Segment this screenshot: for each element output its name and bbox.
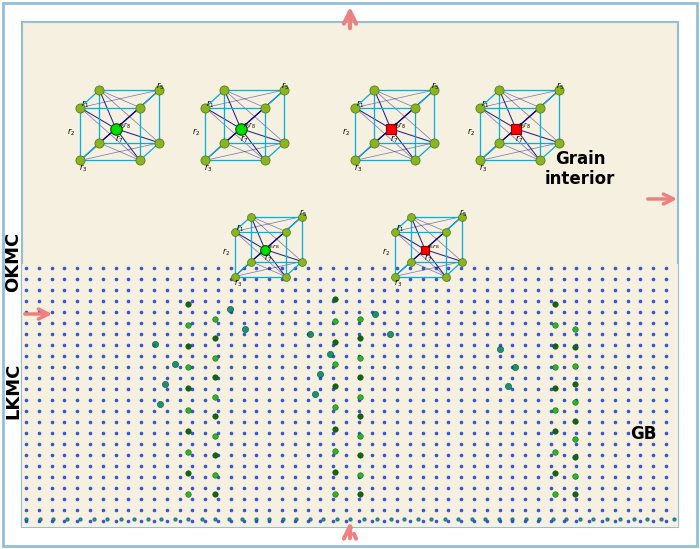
Text: $r_2$: $r_2$ [342,126,350,137]
Text: $r_7$: $r_7$ [264,252,272,264]
Text: $r_6r_8$: $r_6r_8$ [267,243,279,251]
Text: $r_6r_8$: $r_6r_8$ [518,121,531,131]
Text: $r_3$: $r_3$ [79,163,88,175]
Text: $r_6r_8$: $r_6r_8$ [243,121,256,131]
Text: $r_2$: $r_2$ [67,126,76,137]
Text: $r_1$: $r_1$ [235,222,244,234]
Text: $r_2$: $r_2$ [192,126,200,137]
Text: OKMC: OKMC [4,232,22,292]
Text: $r_3$: $r_3$ [479,163,487,175]
Text: $r_3$: $r_3$ [393,277,402,289]
Text: $r_5$: $r_5$ [556,81,565,92]
Text: $r_1$: $r_1$ [481,99,489,110]
Text: $r_3$: $r_3$ [354,163,363,175]
Text: $r_1$: $r_1$ [395,222,403,234]
Text: GB: GB [630,425,657,443]
Text: $r_5$: $r_5$ [431,81,440,92]
Text: $r_7$: $r_7$ [115,133,123,144]
Text: $r_2$: $r_2$ [467,126,475,137]
Text: $r_3$: $r_3$ [204,163,212,175]
Text: $r_6r_8$: $r_6r_8$ [118,121,131,131]
Text: $r_2$: $r_2$ [221,246,230,257]
Text: LKMC: LKMC [4,362,22,419]
Bar [22,264,678,527]
Text: $r_6r_8$: $r_6r_8$ [427,243,440,251]
Text: Grain
interior: Grain interior [545,149,615,188]
Text: $r_7$: $r_7$ [390,133,398,144]
Text: $r_6r_8$: $r_6r_8$ [393,121,406,131]
Text: $r_5$: $r_5$ [281,81,290,92]
Text: $r_7$: $r_7$ [424,252,432,264]
Text: $r_2$: $r_2$ [382,246,389,257]
Text: $r_5$: $r_5$ [156,81,164,92]
Text: $r_7$: $r_7$ [240,133,248,144]
Text: $r_1$: $r_1$ [356,99,365,110]
Text: $r_3$: $r_3$ [234,277,241,289]
Text: $r_5$: $r_5$ [299,208,307,219]
Text: $r_5$: $r_5$ [459,208,467,219]
Text: $r_1$: $r_1$ [206,99,214,110]
Text: $r_1$: $r_1$ [81,99,90,110]
Text: $r_7$: $r_7$ [514,133,523,144]
